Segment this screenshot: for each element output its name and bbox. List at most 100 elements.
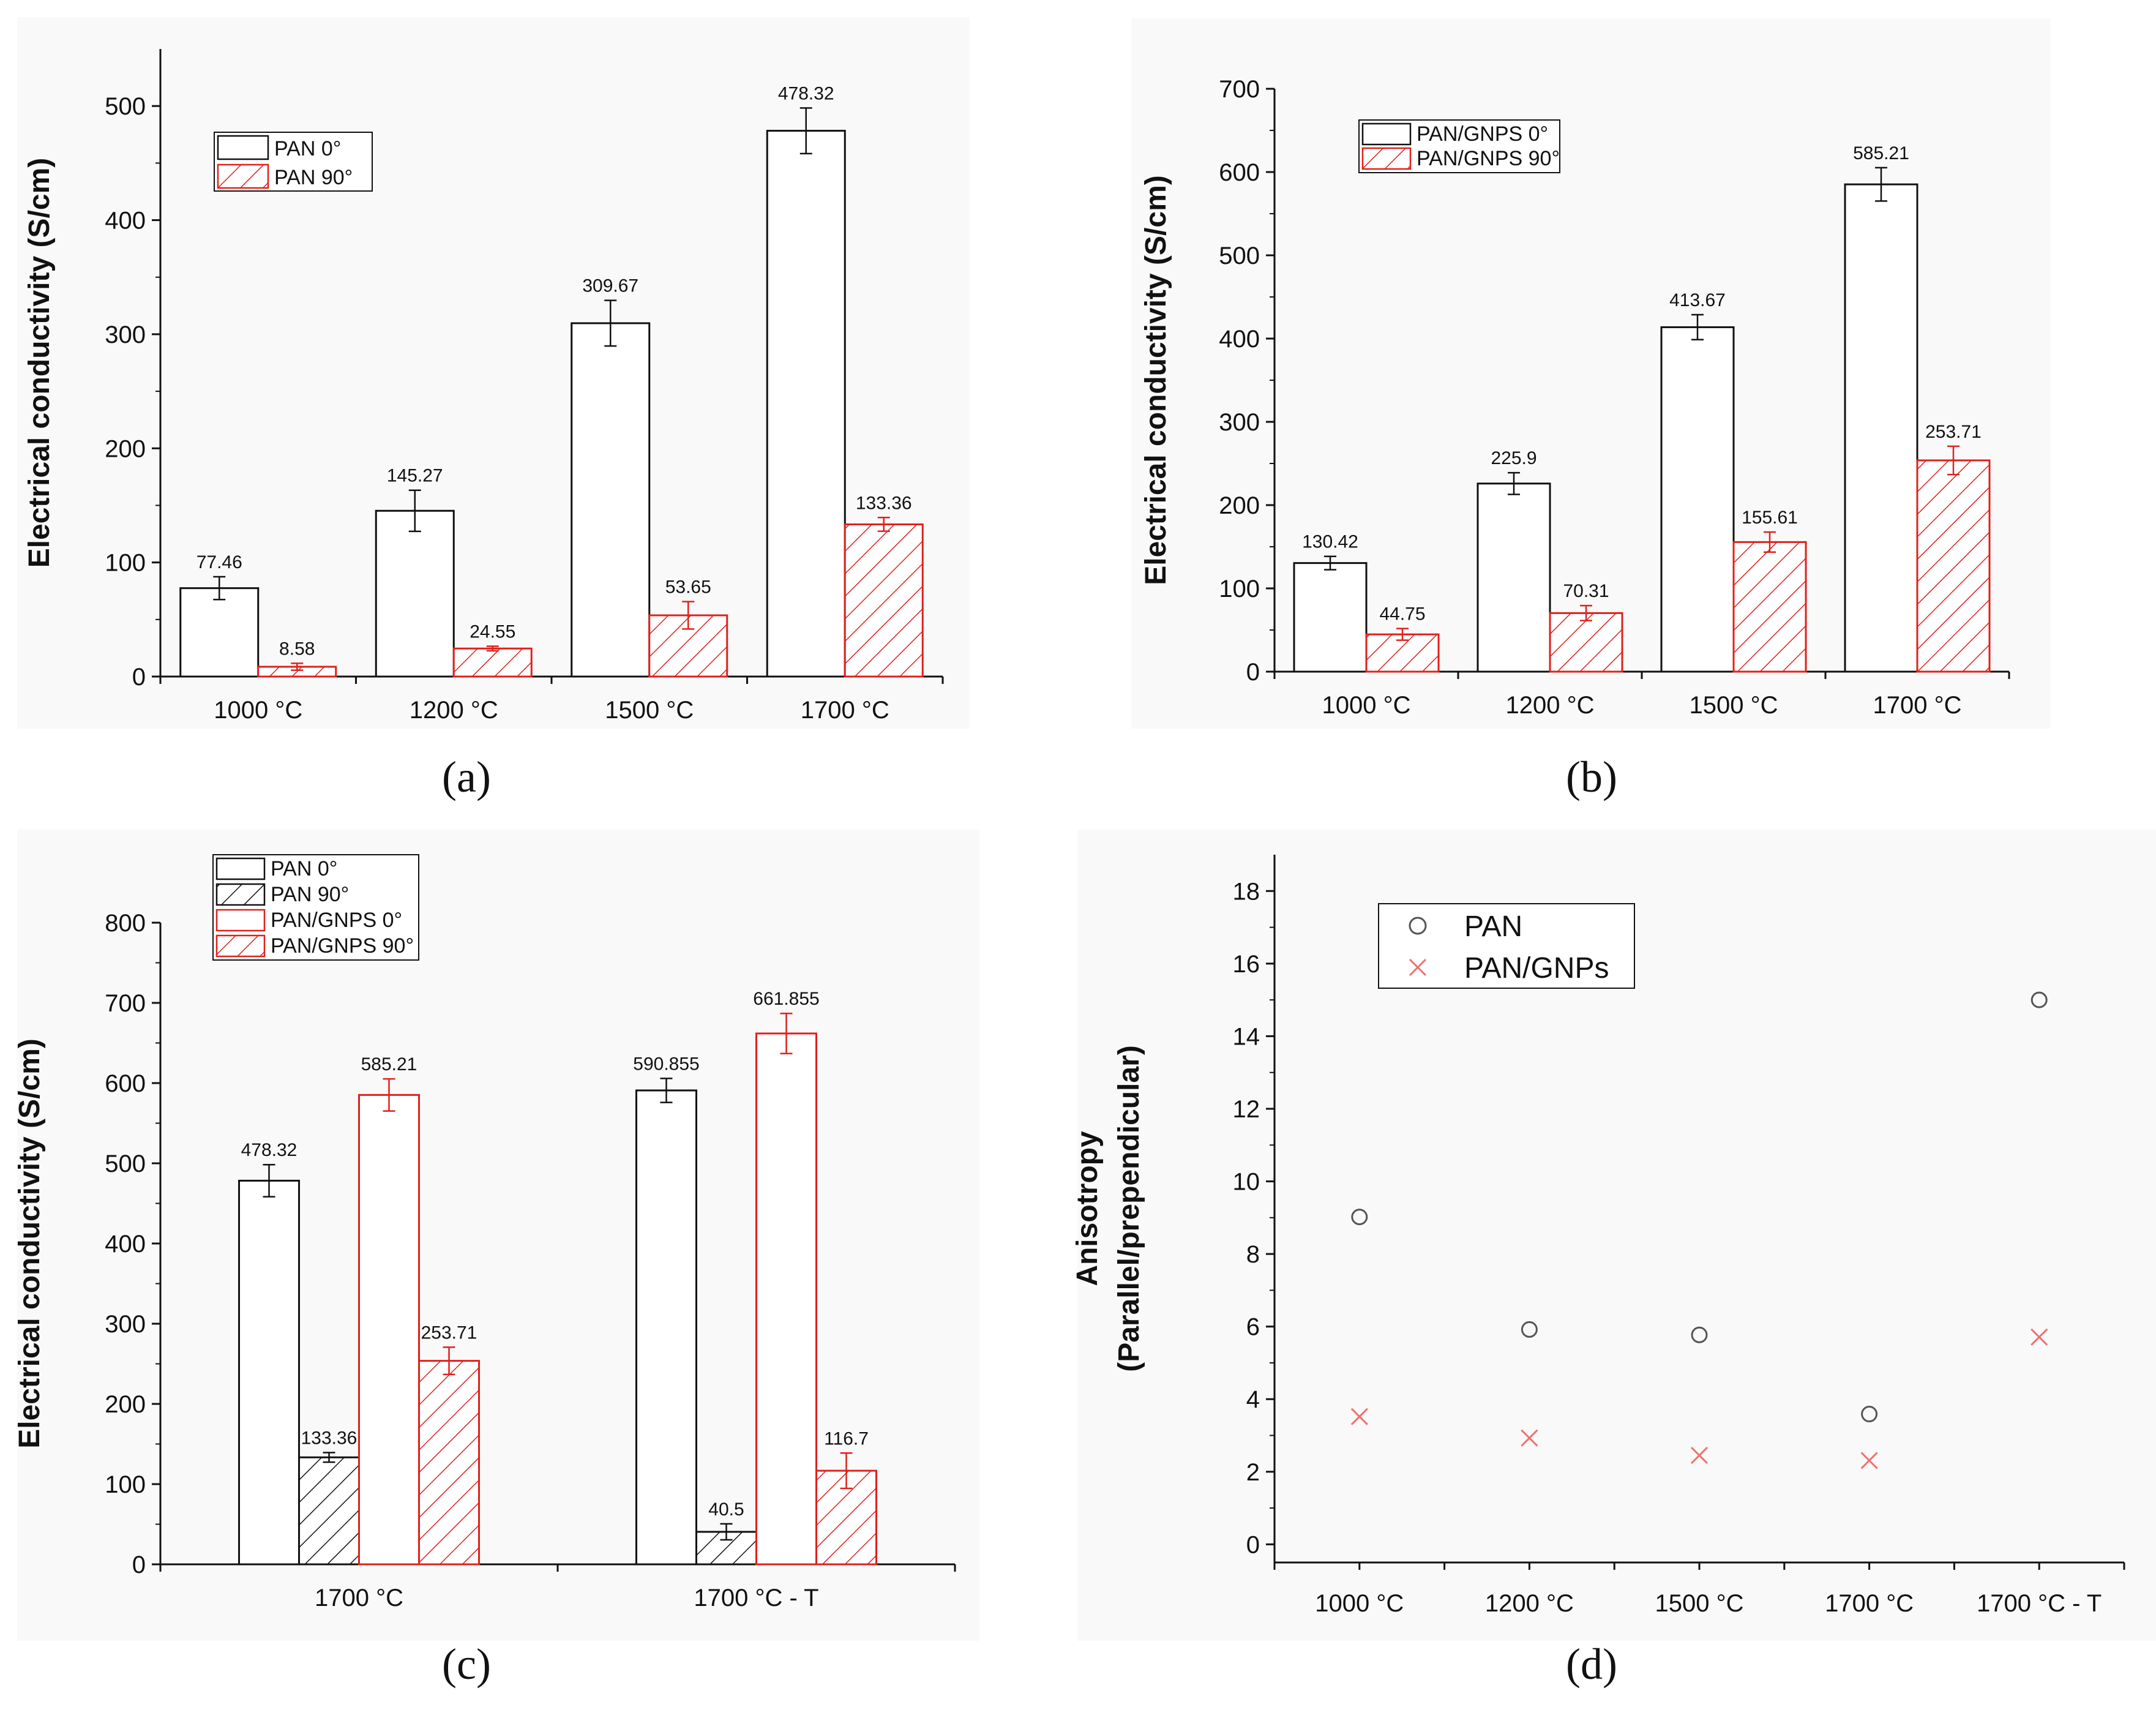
panel-c-y-tick-label: 500 (105, 1150, 146, 1177)
panel-c-y-tick-label: 400 (105, 1231, 146, 1258)
panel-a-data-label: 478.32 (778, 83, 834, 103)
panel-d-legend-entry: PAN/GNPs (1464, 952, 1609, 985)
panel-d-x-tick-label: 1200 °C (1485, 1590, 1574, 1617)
panel-b-bar (1660, 326, 1735, 673)
panel-d-y-tick-label: 2 (1246, 1459, 1260, 1486)
panel-d-x-tick-label: 1000 °C (1315, 1590, 1404, 1617)
panel-d-y-tick-label: 0 (1246, 1531, 1260, 1558)
panel-d-x-tick-label: 1700 °C (1825, 1590, 1914, 1617)
panel-a-data-label: 53.65 (665, 577, 711, 598)
panel-c-legend-entry: PAN/GNPS 90° (271, 934, 414, 958)
panel-d-y-tick-label: 8 (1246, 1241, 1260, 1268)
panel-d-point-circle (1351, 1209, 1368, 1226)
panel-a-legend-swatch (217, 163, 269, 189)
panel-b-y-tick-label: 0 (1246, 659, 1260, 686)
panel-d-y-tick-label: 18 (1233, 878, 1260, 905)
panel-b-bar (1549, 612, 1623, 673)
panel-d-legend-entry: PAN (1464, 910, 1522, 943)
panel-c-bar (358, 1093, 420, 1566)
panel-c-data-label: 116.7 (824, 1428, 869, 1449)
panel-d-y-axis-title: (Parallel/prependicular) (1113, 1045, 1145, 1372)
panel-a-bar (766, 130, 846, 678)
panel-a-y-axis-title: Electrical conductivity (S/cm) (23, 158, 56, 568)
panel-b-x-tick-label: 1500 °C (1690, 692, 1778, 719)
panel-c-data-label: 478.32 (241, 1140, 298, 1160)
panel-a-y-tick-label: 100 (105, 550, 146, 577)
panel-a-bar (571, 322, 651, 678)
panel-d-legend-marker (1409, 958, 1427, 977)
panel-b-y-tick-label: 700 (1219, 76, 1260, 103)
panel-a-bar (179, 587, 260, 678)
panel-a-legend-entry: PAN 90° (274, 166, 353, 189)
panel-c-data-label: 253.71 (421, 1322, 477, 1343)
panel-d-y-tick-label: 10 (1233, 1169, 1260, 1196)
panel-b-data-label: 130.42 (1302, 532, 1358, 552)
panel-b-data-label: 155.61 (1742, 508, 1798, 528)
panel-c-y-tick-label: 0 (132, 1551, 146, 1578)
panel-c-legend-swatch (215, 934, 266, 958)
panel-c-data-label: 40.5 (708, 1499, 744, 1520)
panel-a-x-tick-label: 1500 °C (605, 697, 694, 724)
panel-c-data-label: 585.21 (361, 1054, 417, 1075)
panel-c-y-tick-label: 600 (105, 1070, 146, 1097)
panel-d-point-circle (1861, 1406, 1878, 1423)
panel-b-data-label: 253.71 (1925, 422, 1982, 442)
panel-b-bar (1916, 459, 1991, 673)
panel-d-point-circle (1521, 1321, 1538, 1338)
panel-c-y-axis-title: Electrical conductivity (S/cm) (13, 1038, 46, 1449)
panel-a-label: (a) (442, 752, 491, 801)
panel-c-data-label: 590.855 (633, 1054, 699, 1074)
panel-c-data-label: 133.36 (301, 1428, 357, 1448)
panel-b-y-tick-label: 200 (1219, 492, 1260, 519)
panel-c-bar (635, 1089, 697, 1566)
panel-a-chart: 0 100 200 300 400 500 1000 °C 1200 °C 1500 °C 170… (23, 49, 944, 801)
panel-a-y-tick-label: 300 (105, 321, 146, 348)
panel-a-data-label: 24.55 (470, 622, 515, 642)
panel-a-data-label: 77.46 (197, 552, 242, 572)
panel-b-y-tick-label: 600 (1219, 159, 1260, 186)
panel-b-bar (1293, 562, 1368, 673)
panel-b-x-tick-label: 1700 °C (1873, 692, 1962, 719)
panel-d-y-tick-label: 6 (1246, 1314, 1260, 1341)
panel-d-x-tick-label: 1500 °C (1655, 1590, 1744, 1617)
panel-a-y-tick-label: 500 (105, 93, 146, 120)
panel-d-legend-marker (1409, 917, 1427, 935)
panel-d-y-tick-label: 16 (1233, 951, 1260, 978)
panel-b-data-label: 70.31 (1563, 581, 1609, 601)
panel-c-chart: 0 100 200 300 400 500 600 700 800 1700 °C 1700 °C … (13, 854, 956, 1689)
panel-d-point-x (1690, 1447, 1709, 1465)
panel-c-label: (c) (442, 1640, 491, 1689)
panel-a-bar (375, 509, 455, 678)
panel-a-x-tick-label: 1000 °C (214, 697, 302, 724)
panel-d-y-axis-title: Anisotropy (1071, 1131, 1104, 1286)
panel-d-y-tick-label: 4 (1246, 1386, 1260, 1413)
panel-b-bar (1732, 541, 1807, 673)
panel-a-x-tick-label: 1200 °C (410, 697, 498, 724)
panel-d-point-x (1860, 1452, 1878, 1469)
panel-b-y-tick-label: 100 (1219, 576, 1260, 602)
panel-d-y-tick-label: 14 (1233, 1023, 1260, 1050)
panel-b-legend-entry: PAN/GNPS 90° (1417, 147, 1560, 170)
panel-b-y-axis-title: Electrical conductivity (S/cm) (1140, 175, 1172, 585)
panel-a-data-label: 133.36 (856, 493, 912, 513)
panel-a-legend-swatch (217, 135, 269, 160)
panel-b-label: (b) (1566, 752, 1617, 801)
panel-c-y-tick-label: 800 (105, 910, 146, 937)
panel-a-bar (844, 523, 924, 678)
panel-c-x-tick-label: 1700 °C - T (694, 1585, 818, 1611)
panel-c-bar (755, 1032, 817, 1566)
panel-c-x-tick-label: 1700 °C (315, 1585, 403, 1611)
panel-a-bar (452, 647, 533, 678)
panel-c-y-tick-label: 700 (105, 990, 146, 1017)
panel-a-y-tick-label: 200 (105, 435, 146, 462)
panel-b-legend-swatch (1361, 122, 1412, 146)
panel-b-y-tick-label: 400 (1219, 326, 1260, 353)
panel-c-legend-swatch (215, 909, 266, 932)
panel-a-x-tick-label: 1700 °C (801, 697, 889, 724)
panel-b-bar (1477, 482, 1551, 673)
panel-c-legend-entry: PAN/GNPS 0° (271, 909, 402, 932)
panel-d-x-tick-label: 1700 °C - T (1977, 1590, 2102, 1617)
panel-b-x-tick-label: 1000 °C (1322, 692, 1411, 719)
